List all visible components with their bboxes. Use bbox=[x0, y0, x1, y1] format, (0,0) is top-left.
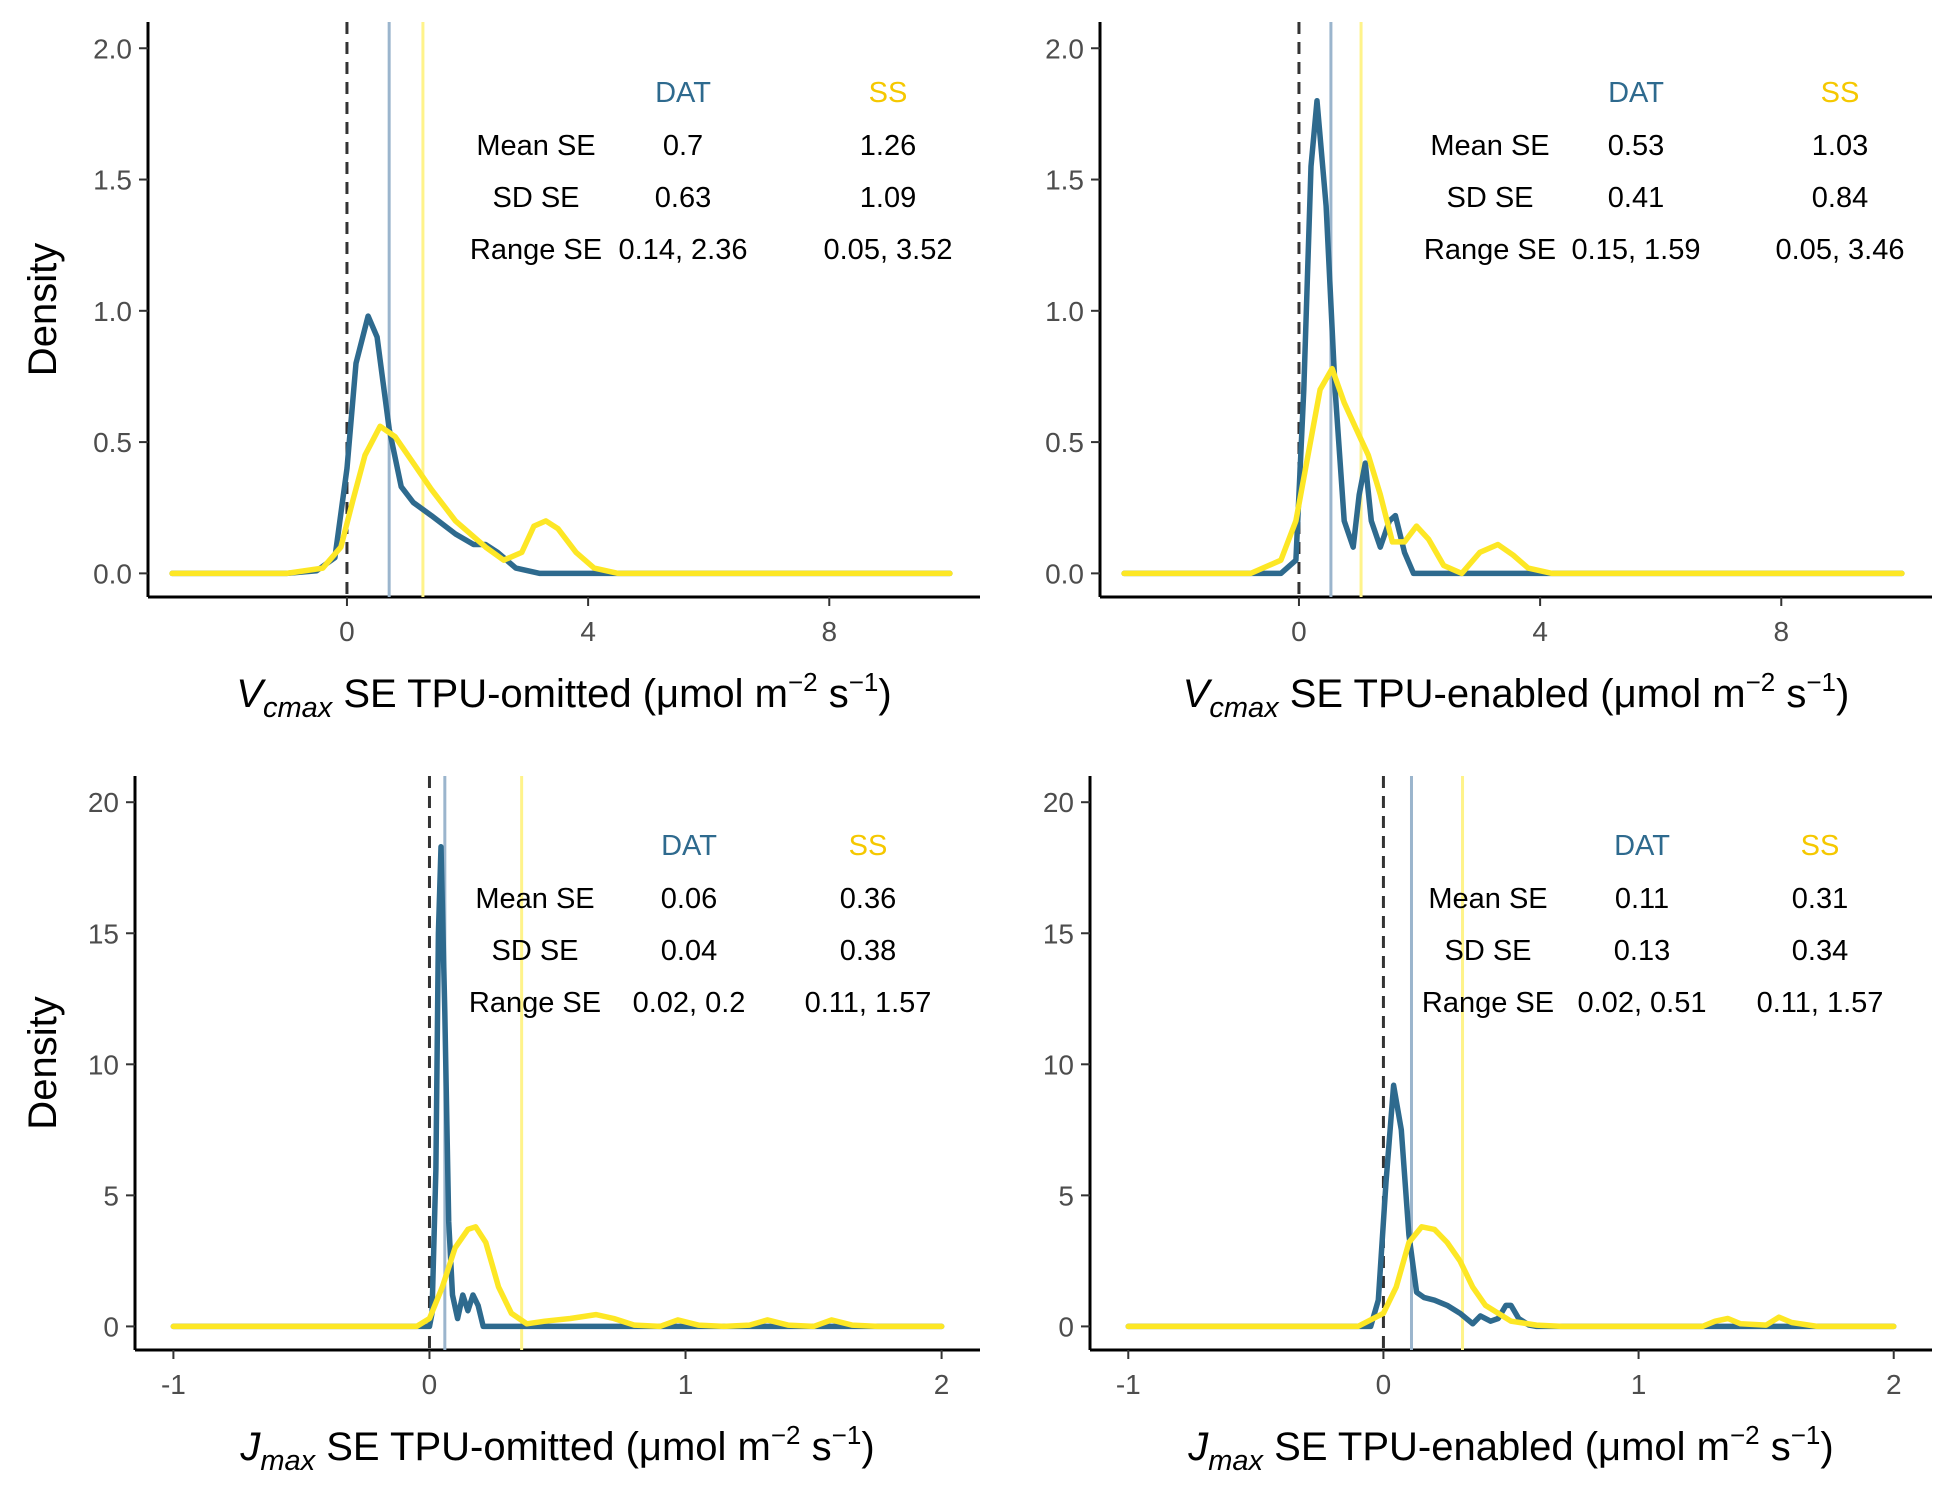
table-cell-dat: 0.02, 0.51 bbox=[1578, 987, 1707, 1019]
y-tick-label: 0.5 bbox=[93, 427, 132, 458]
table-cell-ss: 0.11, 1.57 bbox=[1757, 987, 1884, 1019]
y-tick-label: 5 bbox=[1058, 1180, 1074, 1211]
y-tick-label: 10 bbox=[1043, 1049, 1074, 1080]
table-cell-dat: 0.14, 2.36 bbox=[619, 234, 748, 266]
table-cell-ss: 0.11, 1.57 bbox=[805, 987, 932, 1019]
table-cell-dat: 0.15, 1.59 bbox=[1572, 234, 1701, 266]
table-row-label: Mean SE bbox=[475, 883, 594, 915]
table-header-dat: DAT bbox=[661, 830, 717, 862]
y-tick-label: 0.0 bbox=[1045, 558, 1084, 589]
x-tick-label: -1 bbox=[1116, 1369, 1141, 1400]
table-header-ss: SS bbox=[1821, 77, 1860, 109]
ss-density-curve bbox=[1125, 1224, 1897, 1330]
table-cell-ss: 1.26 bbox=[860, 130, 916, 162]
panel-2: 0.0 0.5 1.0 1.5 2.0 0 4 8 DAT SS Mean SE 0.53 1.03 SD… bbox=[1045, 22, 1932, 724]
panel-4: 0 5 10 15 20 -1 0 1 2 DAT SS Mean SE 0.11 0.31 SD SE 0.… bbox=[1043, 776, 1932, 1477]
y-axis-title: Density bbox=[21, 243, 65, 376]
dat-density-curve bbox=[1125, 1082, 1897, 1330]
table-row-label: Range SE bbox=[469, 987, 601, 1019]
table-row-label: SD SE bbox=[1444, 935, 1531, 967]
x-axis-title: Vcmax SE TPU-omitted (μmol m−2 s−1) bbox=[236, 667, 891, 724]
x-tick-label: 0 bbox=[1291, 616, 1307, 647]
x-tick-label: 2 bbox=[1886, 1369, 1902, 1400]
x-tick-label: -1 bbox=[161, 1369, 186, 1400]
y-tick-label: 20 bbox=[1043, 787, 1074, 818]
x-tick-label: 4 bbox=[580, 616, 596, 647]
table-header-dat: DAT bbox=[1614, 830, 1670, 862]
y-tick-label: 0 bbox=[103, 1311, 119, 1342]
x-tick-label: 1 bbox=[1631, 1369, 1647, 1400]
table-cell-dat: 0.41 bbox=[1608, 182, 1664, 214]
y-tick-label: 15 bbox=[1043, 918, 1074, 949]
x-axis-title: Vcmax SE TPU-enabled (μmol m−2 s−1) bbox=[1183, 667, 1850, 724]
table-row-label: SD SE bbox=[491, 935, 578, 967]
y-tick-label: 1.5 bbox=[1045, 165, 1084, 196]
table-row-label: SD SE bbox=[492, 182, 579, 214]
table-row-label: Range SE bbox=[1422, 987, 1554, 1019]
x-axis-title: Jmax SE TPU-enabled (μmol m−2 s−1) bbox=[1187, 1420, 1833, 1477]
table-row-label: Range SE bbox=[470, 234, 602, 266]
table-row-label: Range SE bbox=[1424, 234, 1556, 266]
table-cell-ss: 0.05, 3.52 bbox=[824, 234, 953, 266]
table-cell-ss: 0.36 bbox=[840, 883, 896, 915]
panel-3: 0 5 10 15 20 -1 0 1 2 DAT SS Mean SE 0.06 0.36 SD SE 0.… bbox=[21, 776, 980, 1477]
table-row-label: Mean SE bbox=[1428, 883, 1547, 915]
table-cell-dat: 0.04 bbox=[661, 935, 717, 967]
x-tick-label: 2 bbox=[934, 1369, 950, 1400]
table-cell-dat: 0.02, 0.2 bbox=[633, 987, 746, 1019]
x-tick-label: 4 bbox=[1532, 616, 1548, 647]
ss-density-curve bbox=[169, 423, 953, 577]
y-tick-label: 1.0 bbox=[93, 296, 132, 327]
panel-1: 0.0 0.5 1.0 1.5 2.0 0 4 8 DAT SS Mean SE 0.7 1.26 SD … bbox=[21, 22, 980, 724]
table-cell-ss: 1.03 bbox=[1812, 130, 1868, 162]
table-header-dat: DAT bbox=[1608, 77, 1664, 109]
table-header-ss: SS bbox=[869, 77, 908, 109]
table-cell-dat: 0.53 bbox=[1608, 130, 1664, 162]
table-cell-dat: 0.7 bbox=[663, 130, 703, 162]
y-tick-label: 10 bbox=[88, 1049, 119, 1080]
x-tick-label: 0 bbox=[1376, 1369, 1392, 1400]
x-tick-label: 8 bbox=[1773, 616, 1789, 647]
table-row-label: SD SE bbox=[1446, 182, 1533, 214]
table-cell-ss: 0.84 bbox=[1812, 182, 1868, 214]
table-cell-ss: 0.34 bbox=[1792, 935, 1848, 967]
ss-density-curve bbox=[1121, 365, 1905, 577]
y-tick-label: 20 bbox=[88, 787, 119, 818]
x-tick-label: 1 bbox=[678, 1369, 694, 1400]
y-tick-label: 0.5 bbox=[1045, 427, 1084, 458]
y-tick-label: 2.0 bbox=[1045, 33, 1084, 64]
table-cell-ss: 0.38 bbox=[840, 935, 896, 967]
y-tick-label: 0 bbox=[1058, 1311, 1074, 1342]
table-row-label: Mean SE bbox=[1430, 130, 1549, 162]
table-cell-dat: 0.11 bbox=[1615, 883, 1669, 915]
x-tick-label: 0 bbox=[422, 1369, 438, 1400]
dat-density-curve bbox=[1121, 98, 1905, 577]
y-tick-label: 2.0 bbox=[93, 33, 132, 64]
table-cell-ss: 0.05, 3.46 bbox=[1776, 234, 1905, 266]
table-cell-dat: 0.13 bbox=[1614, 935, 1670, 967]
x-axis-title: Jmax SE TPU-omitted (μmol m−2 s−1) bbox=[239, 1420, 874, 1477]
x-tick-label: 8 bbox=[821, 616, 837, 647]
x-tick-label: 0 bbox=[339, 616, 355, 647]
y-axis-title: Density bbox=[21, 996, 65, 1129]
table-cell-ss: 1.09 bbox=[860, 182, 916, 214]
y-tick-label: 15 bbox=[88, 918, 119, 949]
y-tick-label: 1.0 bbox=[1045, 296, 1084, 327]
ss-density-curve bbox=[170, 1224, 945, 1330]
y-tick-label: 1.5 bbox=[93, 165, 132, 196]
table-cell-dat: 0.63 bbox=[655, 182, 711, 214]
table-header-ss: SS bbox=[849, 830, 888, 862]
y-tick-label: 0.0 bbox=[93, 558, 132, 589]
table-header-dat: DAT bbox=[655, 77, 711, 109]
table-header-ss: SS bbox=[1801, 830, 1840, 862]
table-row-label: Mean SE bbox=[476, 130, 595, 162]
table-cell-dat: 0.06 bbox=[661, 883, 717, 915]
dat-density-curve bbox=[170, 844, 945, 1330]
table-cell-ss: 0.31 bbox=[1792, 883, 1848, 915]
y-tick-label: 5 bbox=[103, 1180, 119, 1211]
